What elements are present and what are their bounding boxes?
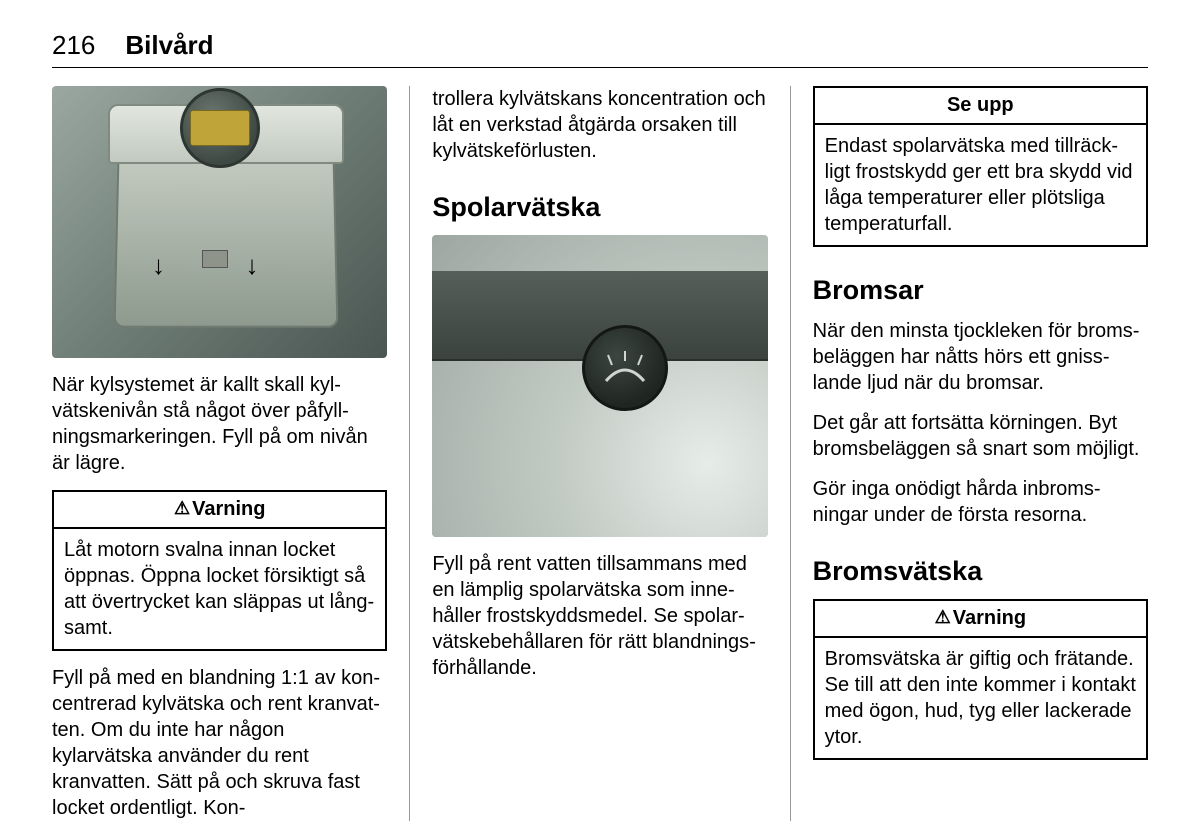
manual-page: 216 Bilvård ↓ ↓ När kylsystemet är kallt… bbox=[0, 0, 1200, 802]
coolant-cont-text: trollera kylvätskans koncentration och l… bbox=[432, 86, 767, 164]
warning2-title: ⚠Varning bbox=[815, 601, 1146, 638]
brakes-text-1: När den minsta tjockleken för broms­belä… bbox=[813, 318, 1148, 396]
column-1: ↓ ↓ När kylsystemet är kallt skall kyl­v… bbox=[52, 86, 387, 821]
warning-title: ⚠Varning bbox=[54, 492, 385, 529]
washer-fluid-text: Fyll på rent vatten tillsammans med en l… bbox=[432, 551, 767, 681]
coolant-cap-label bbox=[190, 110, 250, 146]
brake-fluid-heading: Bromsvätska bbox=[813, 556, 1148, 587]
chapter-title: Bilvård bbox=[125, 30, 213, 61]
warning-box-brake-fluid: ⚠Varning Bromsvätska är giftig och frä­t… bbox=[813, 599, 1148, 760]
caution-box-washer: Se upp Endast spolarvätska med tillräck­… bbox=[813, 86, 1148, 247]
warning-title-text: Varning bbox=[192, 498, 265, 520]
caution-title: Se upp bbox=[815, 88, 1146, 125]
header-divider bbox=[52, 67, 1148, 68]
warning2-body: Bromsvätska är giftig och frä­tande. Se … bbox=[815, 638, 1146, 758]
warning-box-coolant: ⚠Varning Låt motorn svalna innan locket … bbox=[52, 490, 387, 651]
warning-body: Låt motorn svalna innan locket öpp­nas. … bbox=[54, 529, 385, 649]
washer-icon bbox=[602, 351, 648, 385]
brakes-text-3: Gör inga onödigt hårda inbroms­ningar un… bbox=[813, 476, 1148, 528]
brakes-text-2: Det går att fortsätta körningen. Byt bro… bbox=[813, 410, 1148, 462]
warning-icon: ⚠ bbox=[174, 498, 190, 518]
content-columns: ↓ ↓ När kylsystemet är kallt skall kyl­v… bbox=[52, 86, 1148, 821]
warning-icon: ⚠ bbox=[935, 607, 951, 627]
column-divider-1 bbox=[409, 86, 410, 821]
coolant-level-text: När kylsystemet är kallt skall kyl­vätsk… bbox=[52, 372, 387, 476]
coolant-mix-text: Fyll på med en blandning 1:1 av kon­cent… bbox=[52, 665, 387, 821]
figure-coolant-reservoir: ↓ ↓ bbox=[52, 86, 387, 358]
figure-washer-reservoir bbox=[432, 235, 767, 537]
column-2: trollera kylvätskans koncentration och l… bbox=[432, 86, 767, 821]
brakes-heading: Bromsar bbox=[813, 275, 1148, 306]
warning2-title-text: Varning bbox=[953, 607, 1026, 629]
caution-body: Endast spolarvätska med tillräck­ligt fr… bbox=[815, 125, 1146, 245]
fill-level-mark bbox=[202, 250, 228, 268]
washer-fluid-heading: Spolarvätska bbox=[432, 192, 767, 223]
column-divider-2 bbox=[790, 86, 791, 821]
page-number: 216 bbox=[52, 30, 95, 61]
column-3: Se upp Endast spolarvätska med tillräck­… bbox=[813, 86, 1148, 821]
page-header: 216 Bilvård bbox=[52, 30, 1148, 61]
